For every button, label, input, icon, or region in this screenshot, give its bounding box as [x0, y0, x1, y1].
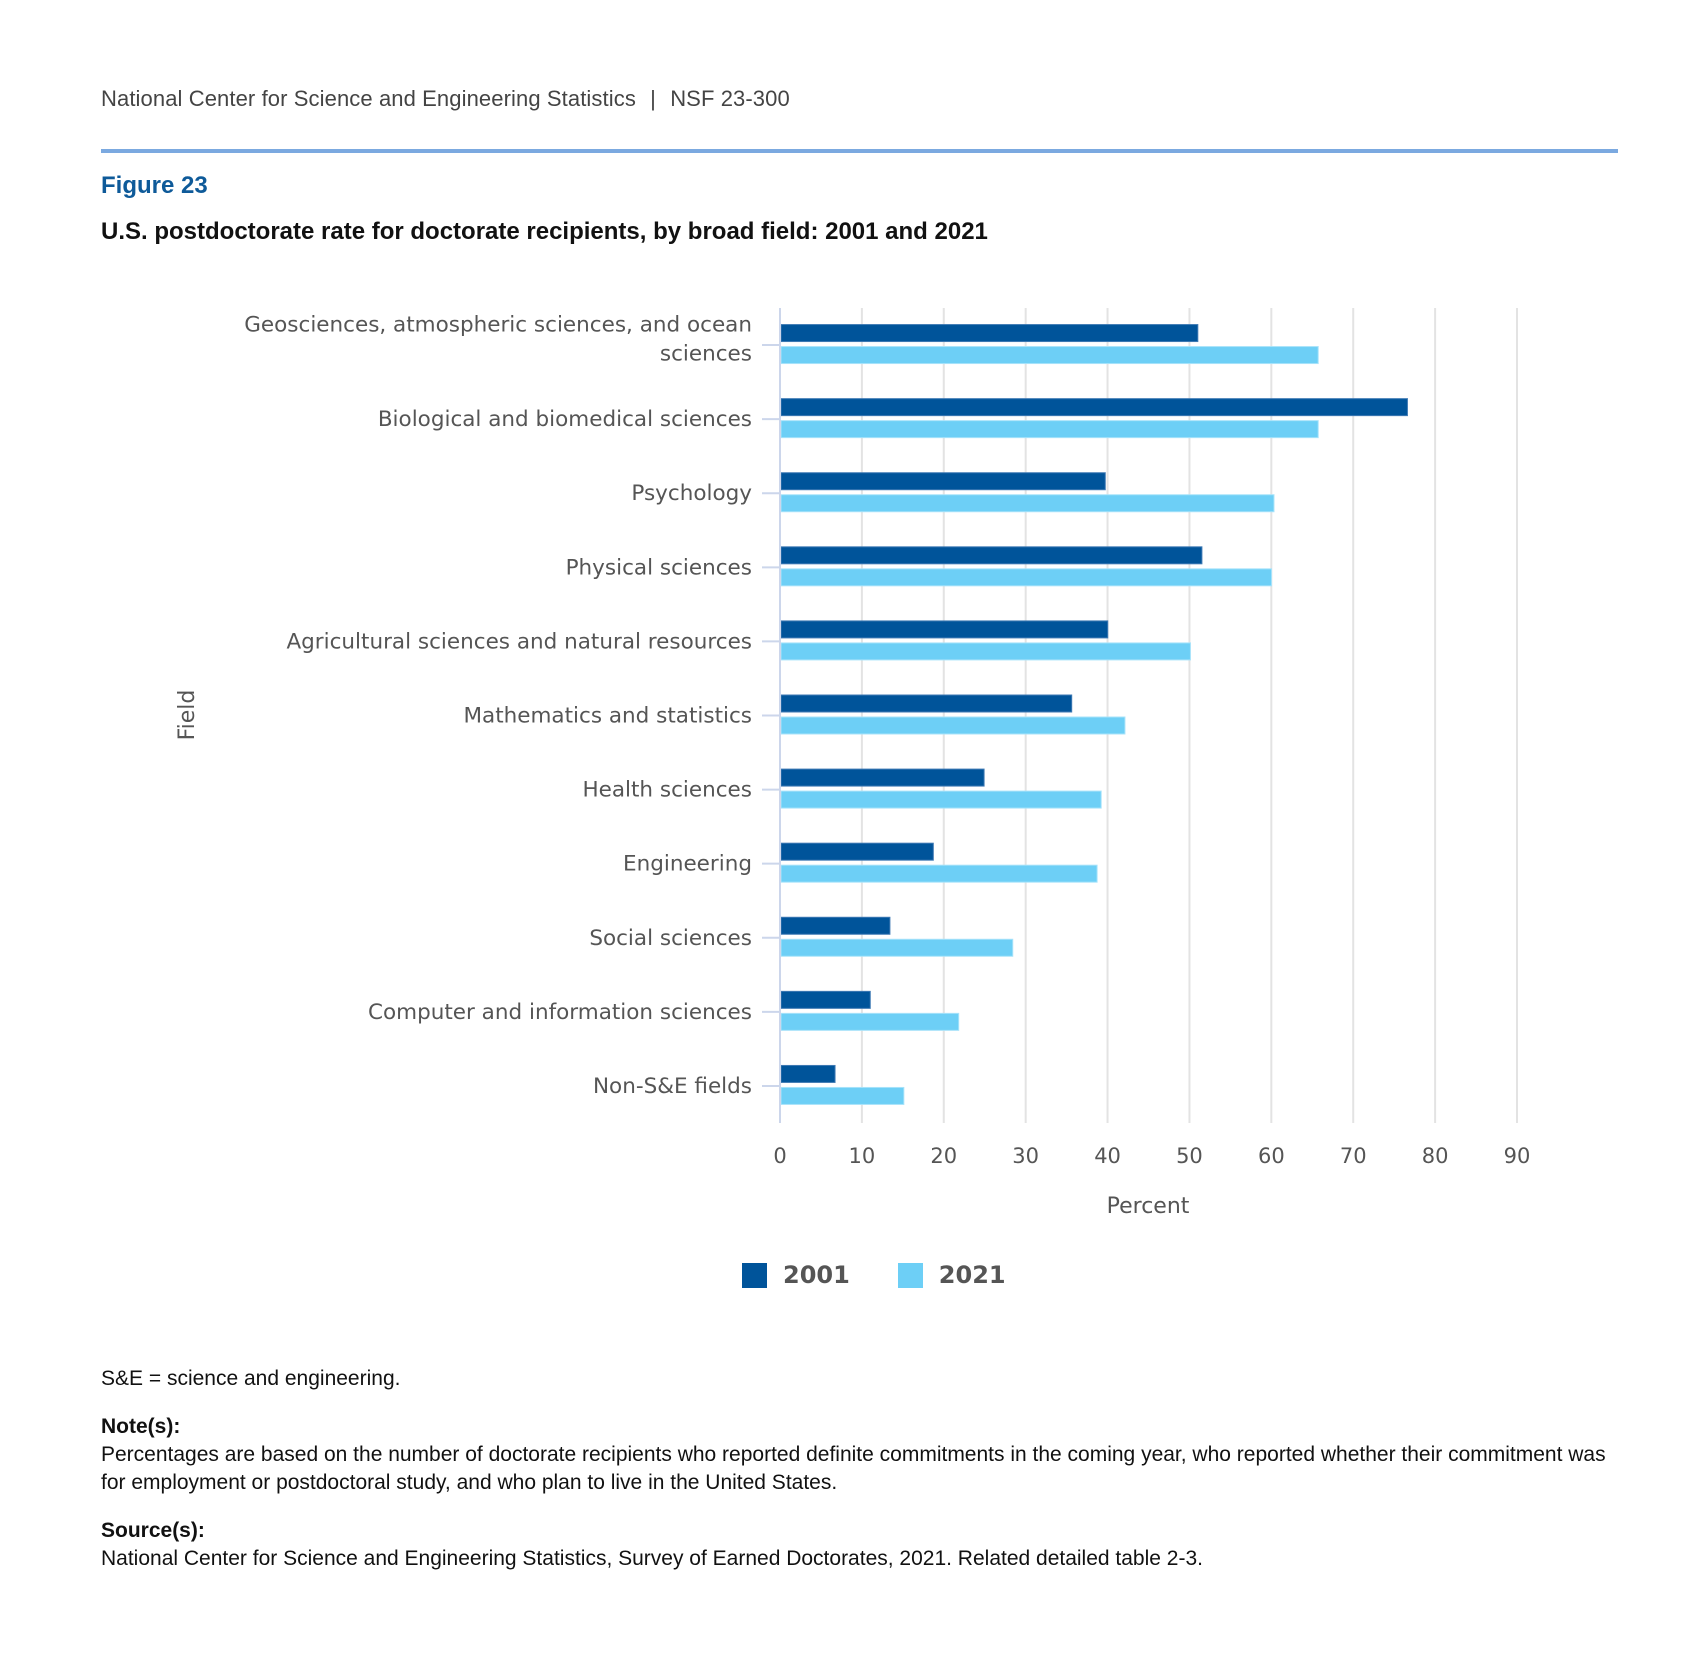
bars: [780, 324, 1408, 1105]
legend-label-2001: 2001: [783, 1261, 850, 1289]
x-tick-label-90: 90: [1504, 1144, 1531, 1168]
category-label: Mathematics and statistics: [463, 704, 752, 729]
bar-2021-1: [780, 346, 1319, 365]
notes-text: Percentages are based on the number of d…: [101, 1443, 1606, 1494]
x-tick-label-70: 70: [1340, 1144, 1367, 1168]
y-axis-title: Field: [175, 690, 200, 741]
category-label: Social sciences: [589, 926, 752, 951]
bar-2021-6: [780, 716, 1126, 735]
x-tick-label-10: 10: [849, 1144, 876, 1168]
bar-2001-1: [780, 324, 1199, 343]
legend-swatch-2001: [742, 1262, 767, 1288]
header-report-id: NSF 23-300: [670, 86, 790, 111]
category-label: Geosciences, atmospheric sciences, and o…: [244, 313, 752, 338]
sources-label: Source(s):: [101, 1519, 205, 1542]
category-label: sciences: [660, 342, 752, 367]
notes-label: Note(s):: [101, 1415, 181, 1438]
x-tick-label-80: 80: [1422, 1144, 1449, 1168]
category-label: Biological and biomedical sciences: [378, 407, 752, 432]
figure-notes: S&E = science and engineering. Note(s): …: [101, 1365, 1621, 1573]
abbreviation-note: S&E = science and engineering.: [101, 1367, 401, 1390]
gridlines: [860, 308, 1518, 1123]
bar-2021-4: [780, 568, 1273, 587]
bar-chart: 0 10 20 30 40 50 60 70 80 90 Geosciences, atmosph…: [175, 308, 1530, 1219]
x-axis-title: Percent: [1107, 1194, 1190, 1219]
figure-number: Figure 23: [101, 172, 208, 199]
bar-2001-2: [780, 398, 1408, 417]
legend-label-2021: 2021: [938, 1261, 1006, 1289]
figure-title: U.S. postdoctorate rate for doctorate re…: [101, 218, 988, 245]
report-header: National Center for Science and Engineer…: [101, 86, 790, 112]
legend-item-2001[interactable]: 2001: [742, 1261, 850, 1289]
bar-2021-7: [780, 790, 1102, 809]
header-org: National Center for Science and Engineer…: [101, 86, 636, 111]
category-label: Computer and information sciences: [368, 1000, 752, 1025]
category-label: Agricultural sciences and natural resour…: [286, 629, 752, 654]
category-label: Health sciences: [582, 778, 752, 803]
bar-2021-5: [780, 642, 1191, 661]
axes: 0 10 20 30 40 50 60 70 80 90: [762, 308, 1530, 1168]
header-divider: [101, 149, 1618, 153]
bar-2021-9: [780, 938, 1014, 957]
x-tick-label-60: 60: [1258, 1144, 1285, 1168]
category-labels: Geosciences, atmospheric sciences, and o…: [244, 313, 752, 1099]
bar-2001-3: [780, 472, 1106, 491]
bar-2001-5: [780, 620, 1109, 639]
bar-2001-11: [780, 1064, 836, 1083]
category-label: Psychology: [631, 481, 752, 506]
category-label: Engineering: [623, 852, 752, 877]
bar-2021-3: [780, 494, 1275, 513]
category-label: Non-S&E fields: [593, 1074, 752, 1099]
bar-2021-11: [780, 1086, 905, 1105]
bar-2001-8: [780, 842, 934, 861]
bar-2001-7: [780, 768, 985, 787]
sources-text: National Center for Science and Engineer…: [101, 1547, 1203, 1570]
chart-legend: 2001 2021: [742, 1261, 1054, 1289]
bar-2001-4: [780, 546, 1203, 565]
bar-2021-2: [780, 420, 1319, 439]
bar-2001-10: [780, 990, 871, 1009]
x-tick-label-20: 20: [930, 1144, 957, 1168]
category-label: Physical sciences: [566, 555, 752, 580]
bar-2001-9: [780, 916, 891, 935]
bar-2001-6: [780, 694, 1073, 713]
bar-2021-8: [780, 864, 1098, 883]
x-tick-label-0: 0: [773, 1144, 786, 1168]
x-tick-label-40: 40: [1094, 1144, 1121, 1168]
bar-2021-10: [780, 1012, 960, 1031]
legend-swatch-2021: [897, 1262, 923, 1288]
x-tick-label-30: 30: [1012, 1144, 1039, 1168]
header-separator: |: [650, 86, 656, 111]
legend-item-2021[interactable]: 2021: [897, 1261, 1006, 1289]
x-tick-label-50: 50: [1176, 1144, 1203, 1168]
